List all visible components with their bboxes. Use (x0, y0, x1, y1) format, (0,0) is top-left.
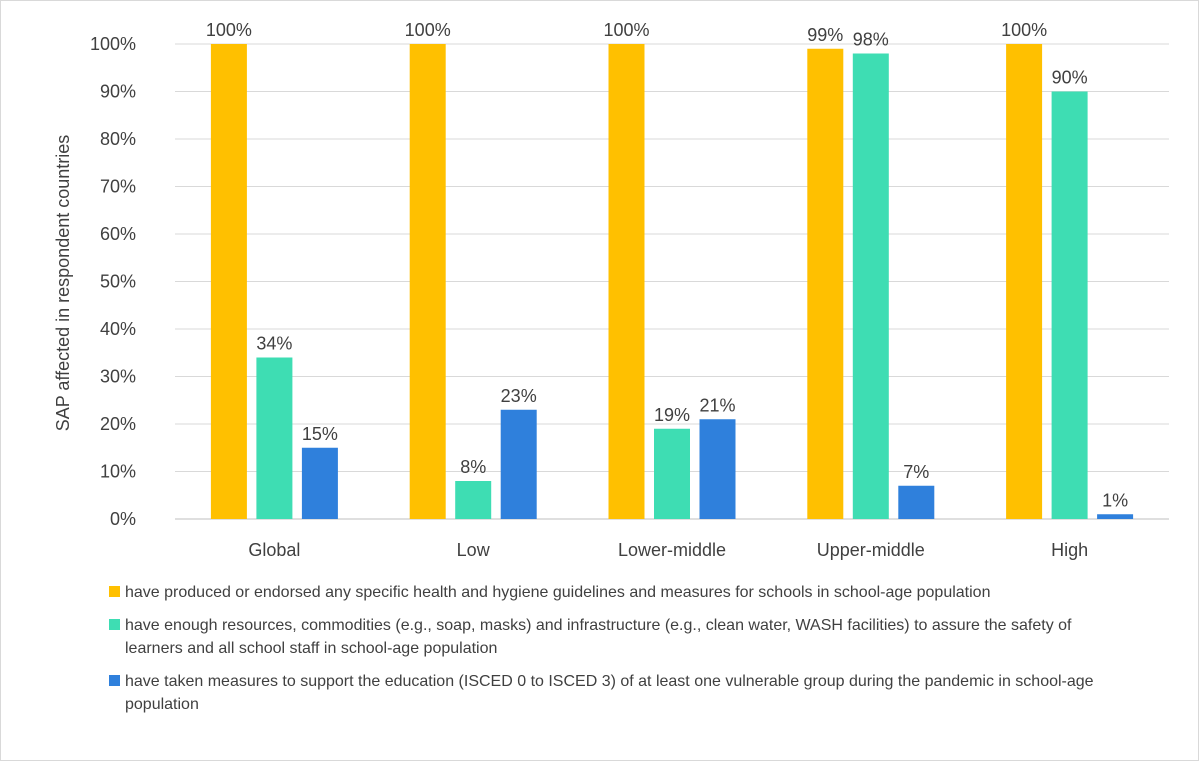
legend-label: have produced or endorsed any specific h… (125, 584, 991, 601)
x-category-label: Global (248, 540, 300, 560)
x-category-label: High (1051, 540, 1088, 560)
bar (699, 419, 736, 519)
data-label: 21% (699, 395, 735, 415)
gridlines (175, 43, 1169, 520)
x-category-label: Lower-middle (618, 540, 726, 560)
data-label: 100% (603, 20, 649, 40)
data-label: 99% (807, 25, 843, 45)
bars (210, 44, 1134, 519)
y-tick-label: 60% (100, 224, 136, 244)
bar (608, 44, 645, 519)
y-tick-label: 90% (100, 82, 136, 102)
data-labels: 100% 34% 15% 100% 8% 23% 100% 19% 21% 99% 98% 7% 100… (206, 20, 1128, 510)
bar (500, 409, 537, 519)
y-tick-label: 70% (100, 177, 136, 197)
data-label: 23% (501, 386, 537, 406)
y-tick-label: 10% (100, 462, 136, 482)
bar-chart: 0% 10% 20% 30% 40% 50% 60% 70% 80% 90% 100% 100% 34… (53, 20, 1169, 560)
y-tick-label: 20% (100, 414, 136, 434)
bar (654, 428, 690, 519)
y-axis-ticks: 0% 10% 20% 30% 40% 50% 60% 70% 80% 90% 100% (90, 34, 136, 529)
bar (409, 44, 446, 519)
y-tick-label: 50% (100, 272, 136, 292)
data-label: 19% (654, 405, 690, 425)
y-tick-label: 40% (100, 319, 136, 339)
bar (1097, 514, 1134, 519)
bar (256, 357, 293, 519)
bar (455, 481, 492, 519)
data-label: 34% (256, 334, 292, 354)
legend-item: have enough resources, commodities (e.g.… (109, 614, 1109, 660)
legend-label: have taken measures to support the educa… (125, 673, 1094, 713)
legend-label: have enough resources, commodities (e.g.… (125, 617, 1072, 657)
legend-swatch (109, 619, 120, 630)
data-label: 100% (1001, 20, 1047, 40)
y-tick-label: 30% (100, 367, 136, 387)
legend: have produced or endorsed any specific h… (109, 581, 1109, 726)
bar (807, 48, 844, 519)
x-category-label: Upper-middle (817, 540, 925, 560)
y-tick-label: 0% (110, 509, 136, 529)
bar (210, 44, 247, 519)
bar (898, 485, 935, 519)
legend-swatch (109, 586, 120, 597)
bar (1051, 91, 1088, 519)
data-label: 100% (405, 20, 451, 40)
bar (301, 447, 338, 519)
bar (852, 53, 889, 519)
legend-item: have taken measures to support the educa… (109, 670, 1109, 716)
data-label: 8% (460, 457, 486, 477)
y-axis-title: SAP affected in respondent countries (53, 135, 73, 432)
legend-swatch (109, 675, 120, 686)
data-label: 98% (853, 30, 889, 50)
bar (1006, 44, 1043, 519)
data-label: 100% (206, 20, 252, 40)
data-label: 90% (1052, 68, 1088, 88)
x-axis-categories: Global Low Lower-middle Upper-middle High (248, 540, 1088, 560)
legend-item: have produced or endorsed any specific h… (109, 581, 1109, 604)
x-category-label: Low (457, 540, 491, 560)
data-label: 1% (1102, 490, 1128, 510)
data-label: 15% (302, 424, 338, 444)
data-label: 7% (903, 462, 929, 482)
y-tick-label: 80% (100, 129, 136, 149)
y-tick-label: 100% (90, 34, 136, 54)
